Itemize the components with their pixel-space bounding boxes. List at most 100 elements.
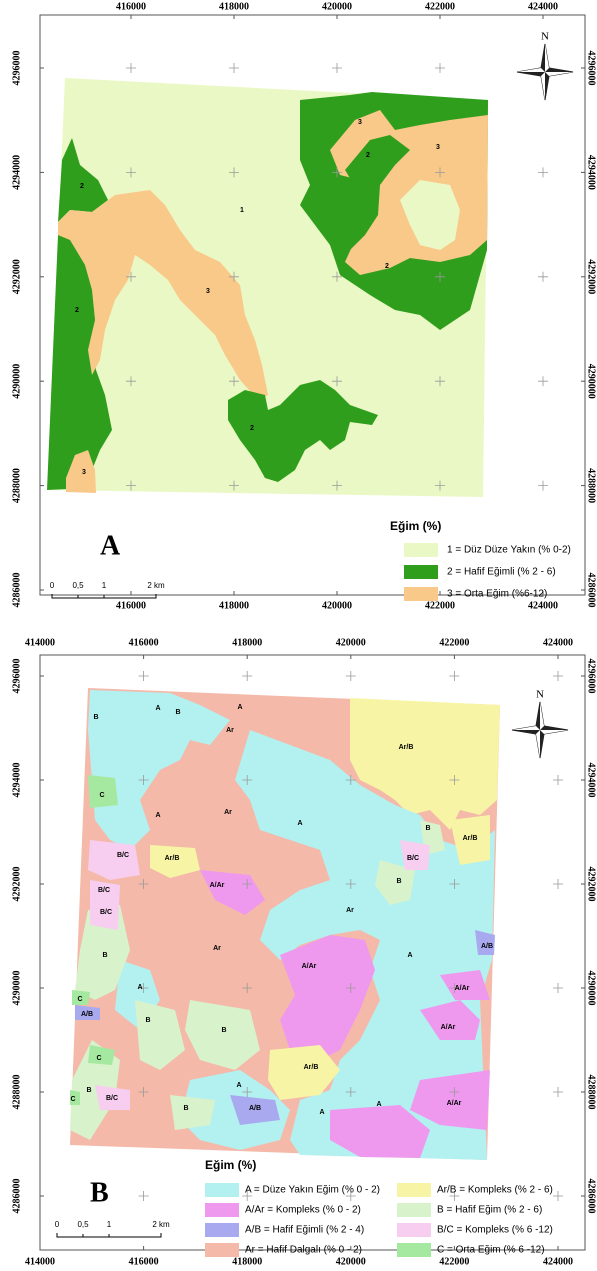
grid-cross	[242, 983, 253, 993]
legend-swatch	[205, 1183, 239, 1197]
grid-cross	[138, 1087, 149, 1097]
grid-cross	[553, 879, 563, 889]
map-label: A	[376, 1101, 381, 1108]
grid-cross	[126, 480, 136, 491]
zone	[88, 775, 118, 808]
map-label: A/B	[249, 1105, 261, 1112]
grid-cross	[138, 1191, 149, 1201]
legend-swatch	[404, 587, 438, 601]
legend-label: A/Ar = Kompleks (% 0 - 2)	[245, 1205, 361, 1216]
grid-cross	[538, 480, 548, 491]
map-label: A/B	[81, 1011, 93, 1018]
x-tick-label: 420000	[322, 600, 352, 611]
legend-label: B/C = Kompleks (% 6 -12)	[437, 1225, 553, 1236]
grid-cross	[229, 480, 239, 491]
grid-cross	[345, 1191, 356, 1201]
grid-cross	[229, 167, 239, 178]
panel-letter: B	[90, 1177, 109, 1208]
map-label: C	[96, 1055, 101, 1062]
map-label: C	[99, 792, 104, 799]
scale-label: 1	[107, 1220, 112, 1229]
zone	[135, 1000, 185, 1070]
legend-swatch	[397, 1243, 431, 1257]
y-tick-label: 4294000	[586, 155, 597, 190]
zone	[90, 880, 120, 930]
zone	[88, 1045, 115, 1065]
legend-label: 1 = Düz Düze Yakın (% 0-2)	[447, 545, 571, 556]
grid-cross	[332, 480, 342, 491]
map-b: 414000 414000 416000 416000 418000 418000 4200…	[11, 637, 596, 1267]
x-tick-label: 418000	[219, 1, 249, 12]
north-label: N	[536, 689, 544, 701]
map-label: 2	[385, 263, 389, 270]
scale-label: 0,5	[72, 581, 84, 590]
y-tick-label: 4290000	[586, 364, 597, 399]
legend-label: Ar/B = Kompleks (% 2 - 6)	[437, 1185, 553, 1196]
scale-label: 0,5	[77, 1220, 89, 1229]
map-label: 2	[80, 183, 84, 190]
legend-swatch	[404, 565, 438, 579]
scale-bar	[56, 1233, 162, 1238]
map-label: Ar/B	[165, 855, 180, 862]
map-label: B	[183, 1105, 188, 1112]
map-label: Ar/B	[463, 835, 478, 842]
map-label: A/B	[481, 943, 493, 950]
map-label: B	[221, 1027, 226, 1034]
grid-cross	[435, 480, 445, 491]
y-tick-label: 4294000	[11, 763, 22, 798]
map-label: B/C	[106, 1095, 118, 1102]
zone	[58, 190, 268, 400]
grid-cross	[242, 775, 253, 785]
legend-swatch	[404, 543, 438, 557]
legend-label: A/B = Hafif Eğimli (% 2 - 4)	[245, 1225, 364, 1236]
map-label: A	[137, 984, 142, 991]
grid-cross	[449, 879, 460, 889]
zone	[350, 698, 500, 830]
map-label: B	[86, 1087, 91, 1094]
map-label: A	[319, 1109, 324, 1116]
map-label: B	[396, 878, 401, 885]
y-tick-label: 4296000	[586, 51, 597, 86]
y-tick-label: 4288000	[11, 1075, 22, 1110]
scale-label: 0	[55, 1220, 60, 1229]
panel-letter: A	[100, 530, 121, 561]
zone	[450, 815, 490, 865]
x-tick-label: 414000	[25, 637, 55, 648]
grid-cross	[553, 775, 563, 785]
grid-cross	[229, 376, 239, 387]
legend-label: C = Orta Eğim (% 6 -12)	[437, 1245, 545, 1256]
grid-cross	[126, 271, 136, 282]
grid-cross	[242, 879, 253, 889]
map-label: A/Ar	[302, 963, 317, 970]
y-tick-label: 4288000	[586, 1075, 597, 1110]
y-tick-label: 4296000	[586, 659, 597, 694]
y-tick-label: 4294000	[11, 155, 22, 190]
map-label: 3	[82, 469, 86, 476]
grid-cross	[332, 271, 342, 282]
x-tick-label: 416000	[129, 1256, 159, 1267]
zone	[170, 1095, 215, 1130]
grid-cross	[332, 63, 342, 73]
zone	[410, 1070, 490, 1130]
x-tick-label: 422000	[439, 637, 469, 648]
y-tick-label: 4290000	[11, 364, 22, 399]
legend-label: Ar = Hafif Dalgalı (% 0 - 2)	[245, 1245, 362, 1256]
grid-cross	[553, 983, 563, 993]
zone	[70, 1090, 80, 1105]
x-tick-label: 420000	[336, 1256, 366, 1267]
map-label: A/Ar	[441, 1024, 456, 1031]
legend-swatch	[397, 1223, 431, 1237]
grid-cross	[345, 671, 356, 681]
map-label: Ar	[226, 727, 234, 734]
y-tick-label: 4296000	[11, 659, 22, 694]
grid-cross	[126, 63, 136, 73]
scale-label: 2 km	[147, 581, 165, 590]
map-label: B	[93, 714, 98, 721]
map-label: B	[102, 952, 107, 959]
grid-cross	[229, 271, 239, 282]
map-label: 2	[250, 425, 254, 432]
map-label: Ar/B	[304, 1064, 319, 1071]
grid-cross	[538, 376, 548, 387]
map-label: C	[77, 996, 82, 1003]
y-tick-label: 4286000	[11, 573, 22, 608]
